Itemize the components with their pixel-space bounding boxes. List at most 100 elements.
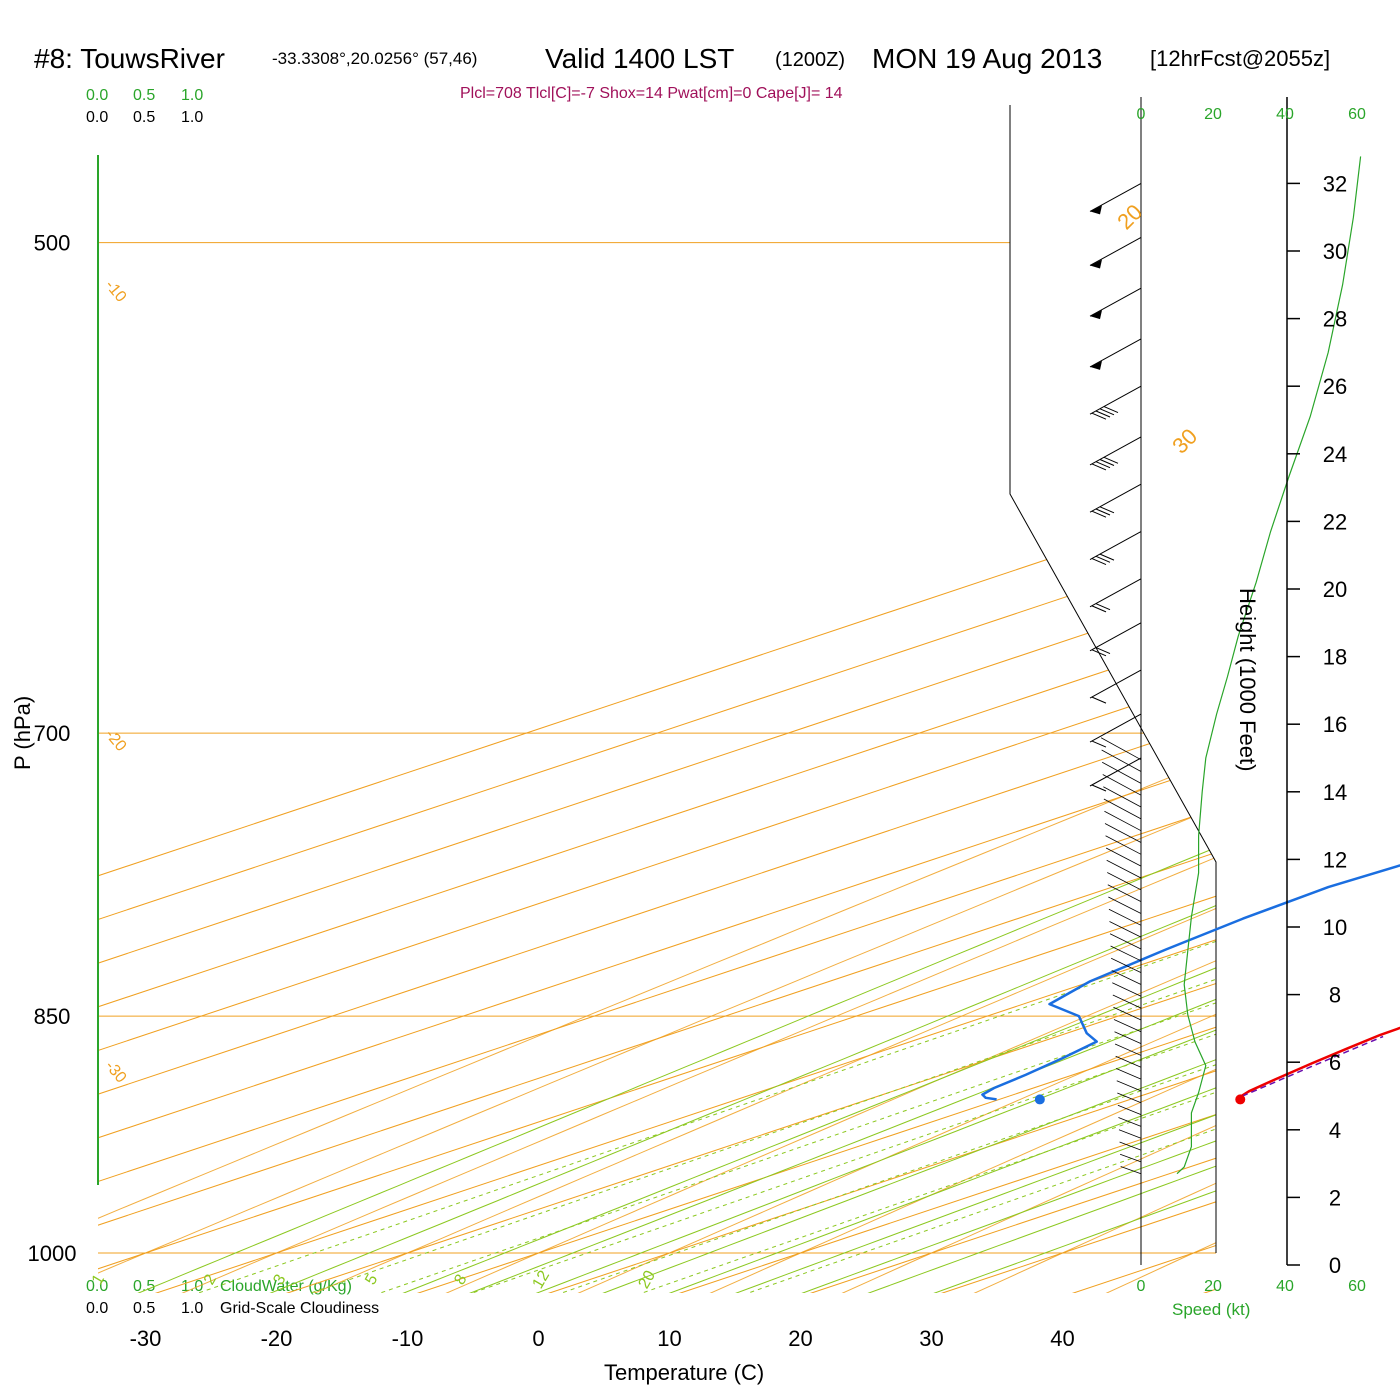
temperature-tick-label: -20 <box>261 1326 293 1351</box>
wind-fan-line <box>1110 957 1142 973</box>
wind-barb <box>1089 531 1142 560</box>
height-tick-label: 4 <box>1329 1118 1341 1143</box>
top-cloudwater-scale: 0.0 0.5 1.0 0.0 0.5 1.0 <box>86 87 203 126</box>
wind-barb-tick <box>1095 410 1111 418</box>
isotherm-line <box>907 105 1216 1293</box>
dry-adiabat <box>489 105 1216 1293</box>
surface-dewpoint-point <box>1034 1094 1045 1105</box>
x-axis-title: Temperature (C) <box>604 1360 764 1385</box>
bottom-black-0: 0.0 <box>86 1300 108 1317</box>
wind-fan-line <box>1115 1055 1142 1068</box>
moist-adiabat <box>390 105 1216 1293</box>
wind-fan-line <box>1104 810 1142 832</box>
speed-profile-line <box>1176 156 1362 1175</box>
top-black-2: 1.0 <box>181 109 203 126</box>
plot-boundary <box>1009 105 1217 1253</box>
wind-barb <box>1089 669 1142 699</box>
isotherm-line <box>776 105 1216 1293</box>
wind-fan-line <box>1119 1141 1142 1151</box>
bottom-black-1: 0.5 <box>133 1300 155 1317</box>
moist-adiabat <box>849 105 1216 1293</box>
wind-fan-line <box>1107 884 1142 903</box>
pressure-axis: 2503004005007008501000 <box>28 231 77 1266</box>
height-tick-label: 24 <box>1323 442 1347 467</box>
height-tick-label: 14 <box>1323 780 1347 805</box>
speed-tick-label: 20 <box>1204 1278 1222 1295</box>
temperature-axis: -30 -20 -10 0 10 20 30 40 <box>130 1326 1075 1351</box>
wind-fan-line <box>1117 1104 1142 1115</box>
wind-fan-line <box>1118 1129 1142 1139</box>
wind-fan-line <box>1103 798 1142 820</box>
moist-adiabat <box>456 105 1216 1293</box>
bottom-green-1: 0.5 <box>133 1278 155 1295</box>
dewpoint-line <box>981 864 1400 1101</box>
top-green-1: 0.5 <box>133 87 155 104</box>
wind-barb-tick <box>1099 506 1115 514</box>
pressure-tick-label: 700 <box>34 721 71 746</box>
top-green-0: 0.0 <box>86 87 108 104</box>
mixing-ratio-label: 20 <box>635 1268 659 1292</box>
height-tick-label: 20 <box>1323 577 1347 602</box>
wind-barb-flag <box>1090 360 1102 370</box>
dry-adiabat <box>98 105 1216 1293</box>
dry-adiabat <box>624 105 1216 1293</box>
mixing-ratio-line <box>382 105 1216 1293</box>
wind-barb-tick <box>1091 649 1107 657</box>
height-tick-label: 30 <box>1323 239 1347 264</box>
wind-barb-tick <box>1103 456 1119 464</box>
wind-fan-line <box>1118 1117 1142 1127</box>
wind-barb-tick <box>1099 408 1115 416</box>
wind-fan-line <box>1113 1019 1142 1033</box>
height-tick-label: 10 <box>1323 915 1347 940</box>
y-axis-title: P (hPa) <box>10 696 35 770</box>
wind-barb-tick <box>1095 461 1111 469</box>
station-title: #8: TouwsRiver <box>34 43 225 74</box>
speed-tick-label: 60 <box>1348 1278 1366 1295</box>
isotherm-line <box>252 105 1216 1293</box>
wind-fan-line <box>1102 774 1142 796</box>
height-tick-label: 32 <box>1323 171 1347 196</box>
bottom-green-0: 0.0 <box>86 1278 108 1295</box>
temperature-tick-label: 20 <box>788 1326 812 1351</box>
moist-adiabat <box>652 105 1216 1293</box>
wind-fan-line <box>1116 1080 1142 1092</box>
mixing-ratio-label: 12 <box>529 1268 553 1292</box>
pressure-tick-label: 850 <box>34 1004 71 1029</box>
top-black-0: 0.0 <box>86 109 108 126</box>
wind-fan-line <box>1117 1092 1142 1104</box>
dry-adiabat <box>758 105 1216 1293</box>
mixing-ratio-line <box>659 105 1216 1293</box>
dry-adiabat <box>1027 105 1216 1293</box>
height-tick-label: 26 <box>1323 374 1347 399</box>
top-green-2: 1.0 <box>181 87 203 104</box>
wind-barb-tick <box>1095 647 1111 655</box>
dry-adiabat <box>220 105 1216 1293</box>
speed-axis-title: Speed (kt) <box>1172 1300 1250 1319</box>
isotherm-label: 30 <box>1167 424 1202 459</box>
wind-fan-line <box>1114 1043 1142 1056</box>
speed-tick-label: 60 <box>1348 106 1366 123</box>
temperature-tick-label: 0 <box>532 1326 544 1351</box>
wind-barb-flag <box>1090 205 1102 215</box>
wind-barb-tick <box>1099 553 1115 561</box>
temperature-line <box>1237 1026 1400 1101</box>
wind-barb <box>1089 578 1142 608</box>
speed-tick-label: 0 <box>1137 106 1146 123</box>
wind-fan-line <box>1106 859 1142 879</box>
mixing-ratio-label: 2 <box>201 1272 220 1288</box>
wind-fan-line <box>1107 872 1142 891</box>
wind-barb <box>1089 237 1142 266</box>
pressure-tick-label: 500 <box>34 231 71 256</box>
wind-barb-tick <box>1095 603 1111 611</box>
height-tick-label: 16 <box>1323 712 1347 737</box>
speed-tick-label: 40 <box>1276 106 1294 123</box>
moist-adiabat <box>783 105 1216 1293</box>
wind-barb <box>1089 385 1142 415</box>
dry-adiabat <box>354 105 1216 1293</box>
